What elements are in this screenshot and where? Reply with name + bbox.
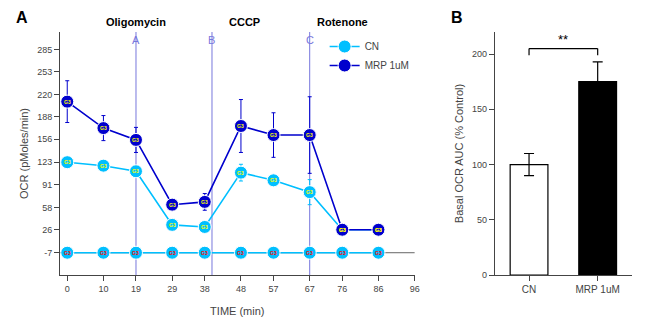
- svg-text:G3: G3: [201, 224, 208, 230]
- svg-text:G3: G3: [375, 250, 382, 256]
- svg-text:G3: G3: [270, 132, 277, 138]
- svg-text:G3: G3: [100, 125, 107, 131]
- svg-text:G3: G3: [100, 163, 107, 169]
- svg-text:G3: G3: [339, 227, 346, 233]
- svg-text:26: 26: [42, 225, 52, 235]
- svg-text:MRP 1uM: MRP 1uM: [576, 284, 620, 295]
- svg-text:G3: G3: [306, 250, 313, 256]
- svg-text:150: 150: [472, 104, 487, 114]
- svg-text:**: **: [558, 32, 568, 47]
- svg-text:48: 48: [236, 284, 246, 294]
- svg-text:TIME (min): TIME (min): [210, 305, 264, 317]
- svg-text:220: 220: [37, 90, 52, 100]
- svg-text:G3: G3: [375, 227, 382, 233]
- svg-text:CCCP: CCCP: [229, 16, 260, 28]
- svg-text:G3: G3: [237, 250, 244, 256]
- svg-text:G3: G3: [306, 132, 313, 138]
- svg-text:0: 0: [482, 270, 487, 280]
- svg-text:G3: G3: [132, 137, 139, 143]
- svg-text:188: 188: [37, 112, 52, 122]
- svg-text:B: B: [208, 34, 215, 46]
- svg-text:91: 91: [42, 180, 52, 190]
- svg-text:-7: -7: [44, 248, 52, 258]
- svg-text:0: 0: [65, 284, 70, 294]
- svg-text:57: 57: [269, 284, 279, 294]
- svg-text:G3: G3: [201, 250, 208, 256]
- svg-text:100: 100: [472, 160, 487, 170]
- svg-text:G3: G3: [339, 227, 346, 233]
- svg-text:38: 38: [200, 284, 210, 294]
- svg-text:CN: CN: [365, 41, 379, 52]
- svg-text:Basal OCR AUC (% Control): Basal OCR AUC (% Control): [453, 84, 465, 223]
- svg-text:76: 76: [337, 284, 347, 294]
- svg-text:253: 253: [37, 67, 52, 77]
- svg-text:86: 86: [373, 284, 383, 294]
- svg-text:G3: G3: [64, 99, 71, 105]
- svg-text:OCR (pMoles/min): OCR (pMoles/min): [18, 108, 30, 199]
- svg-text:G3: G3: [270, 177, 277, 183]
- svg-text:G3: G3: [169, 250, 176, 256]
- svg-text:G3: G3: [132, 168, 139, 174]
- svg-text:96: 96: [410, 284, 420, 294]
- svg-text:Rotenone: Rotenone: [317, 16, 368, 28]
- svg-text:G3: G3: [237, 123, 244, 129]
- svg-text:10: 10: [98, 284, 108, 294]
- svg-text:67: 67: [305, 284, 315, 294]
- svg-text:G3: G3: [270, 250, 277, 256]
- svg-text:19: 19: [131, 284, 141, 294]
- svg-text:G3: G3: [64, 250, 71, 256]
- svg-text:G3: G3: [100, 250, 107, 256]
- svg-text:123: 123: [37, 157, 52, 167]
- svg-text:156: 156: [37, 134, 52, 144]
- svg-text:G3: G3: [169, 222, 176, 228]
- svg-text:285: 285: [37, 45, 52, 55]
- svg-text:CN: CN: [522, 284, 536, 295]
- svg-text:MRP 1uM: MRP 1uM: [365, 60, 409, 71]
- svg-text:50: 50: [477, 215, 487, 225]
- svg-text:G3: G3: [375, 227, 382, 233]
- svg-text:G3: G3: [64, 159, 71, 165]
- svg-text:A: A: [132, 34, 140, 46]
- svg-text:G3: G3: [169, 202, 176, 208]
- svg-text:C: C: [306, 34, 314, 46]
- svg-text:Oligomycin: Oligomycin: [106, 16, 166, 28]
- svg-text:200: 200: [472, 49, 487, 59]
- svg-text:G3: G3: [132, 250, 139, 256]
- svg-text:G3: G3: [237, 170, 244, 176]
- svg-text:G3: G3: [306, 189, 313, 195]
- svg-text:A: A: [16, 9, 28, 26]
- svg-text:G3: G3: [339, 250, 346, 256]
- svg-text:B: B: [451, 9, 463, 26]
- svg-text:G3: G3: [201, 199, 208, 205]
- svg-text:58: 58: [42, 203, 52, 213]
- svg-text:29: 29: [167, 284, 177, 294]
